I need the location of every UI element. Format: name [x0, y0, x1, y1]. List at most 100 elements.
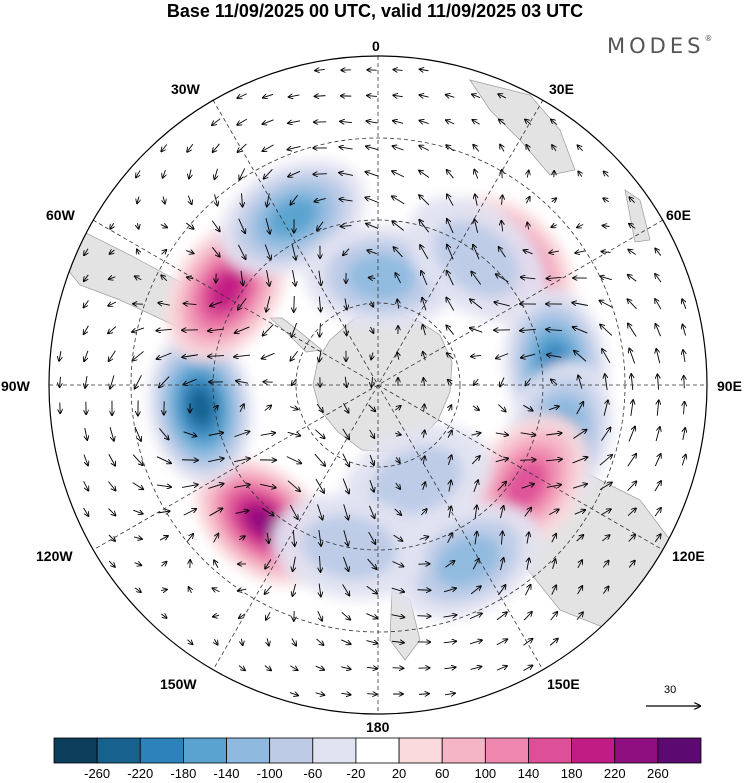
wind-arrow: [365, 197, 379, 204]
wind-arrow: [132, 454, 143, 466]
wind-arrow: [501, 221, 502, 232]
wind-arrow: [523, 250, 533, 254]
wind-arrow: [265, 585, 272, 594]
wind-arrow: [627, 508, 636, 517]
lon-label-90w: 90W: [1, 378, 30, 394]
wind-arrow: [292, 583, 295, 596]
wind-arrow: [287, 431, 301, 435]
wind-arrow: [342, 453, 349, 467]
map-disc: [49, 56, 707, 714]
wind-arrow: [366, 667, 377, 668]
wind-arrow: [156, 329, 172, 330]
wind-arrow: [264, 405, 271, 411]
wind-arrow: [603, 198, 610, 202]
wind-arrow: [260, 433, 276, 436]
wind-arrow: [293, 556, 296, 571]
wind-arrow: [472, 406, 479, 410]
lon-label-60e: 60E: [666, 207, 691, 223]
wind-arrow: [655, 427, 660, 442]
wind-arrow: [600, 276, 612, 279]
wind-arrow: [473, 480, 478, 493]
wind-arrow: [573, 430, 586, 439]
wind-arrow: [290, 351, 298, 360]
wind-arrow: [315, 69, 325, 70]
lon-label-120e: 120E: [672, 548, 705, 564]
wind-arrow: [289, 693, 298, 696]
wind-arrow: [317, 221, 324, 231]
wind-arrow: [549, 639, 558, 646]
wind-arrow: [160, 225, 167, 228]
wind-arrow: [161, 144, 168, 151]
wind-arrow: [447, 533, 453, 544]
wind-arrow: [470, 586, 481, 595]
wind-arrow: [471, 272, 482, 285]
wind-arrow: [546, 329, 563, 330]
wind-arrow: [495, 433, 508, 435]
wind-arrow: [237, 118, 248, 125]
wind-arrow: [547, 355, 562, 358]
wind-arrow: [208, 329, 224, 331]
wind-arrow: [341, 667, 350, 669]
wind-arrow: [421, 271, 428, 286]
wind-arrow: [473, 145, 480, 152]
wind-arrow: [684, 402, 685, 415]
wind-arrow: [238, 143, 247, 152]
wind-arrow: [288, 170, 301, 176]
wind-arrow: [319, 350, 321, 361]
wind-arrow: [605, 374, 607, 390]
wind-arrow: [369, 429, 375, 438]
wind-arrow: [157, 352, 172, 359]
wind-arrow: [215, 194, 218, 205]
wind-arrow: [366, 224, 379, 229]
wind-arrow: [443, 641, 457, 643]
colorbar-tick-label: -100: [256, 766, 283, 781]
colorbar-swatch: [312, 737, 357, 764]
wind-arrow: [629, 348, 636, 364]
wind-arrow: [315, 96, 326, 97]
wind-arrow: [183, 431, 197, 436]
wind-arrow: [551, 534, 556, 543]
wind-arrow: [682, 455, 685, 466]
wind-arrow: [213, 615, 220, 616]
wind-arrow: [472, 559, 479, 570]
wind-arrow: [420, 509, 426, 516]
wind-arrow: [161, 590, 167, 591]
wind-arrow: [655, 324, 661, 337]
colorbar-swatch: [398, 737, 443, 764]
wind-arrow: [521, 484, 534, 489]
anomaly-contour: [188, 387, 214, 426]
wind-arrow: [546, 433, 561, 435]
wind-arrow: [159, 428, 168, 439]
wind-arrow: [186, 534, 193, 543]
wind-arrow: [494, 302, 510, 307]
colorbar: [53, 737, 702, 764]
wind-arrow: [292, 270, 295, 286]
wind-arrow: [447, 170, 454, 179]
wind-arrow: [316, 638, 323, 645]
colorbar-swatch: [139, 737, 184, 764]
wind-arrow: [683, 350, 685, 363]
wind-arrow: [264, 168, 273, 178]
wind-arrow: [110, 222, 114, 229]
wind-arrow: [235, 326, 250, 333]
wind-arrow: [262, 352, 275, 358]
wind-arrow: [551, 379, 558, 385]
wind-arrow: [109, 350, 116, 361]
wind-arrow: [213, 143, 220, 152]
wind-arrow: [657, 374, 658, 390]
wind-arrow: [577, 560, 582, 569]
wind-arrow: [368, 531, 376, 544]
wind-arrow: [313, 174, 327, 175]
colorbar-tick-label: 140: [517, 766, 540, 781]
wind-arrow: [213, 534, 219, 543]
wind-arrow: [392, 146, 404, 151]
wind-arrow: [470, 299, 483, 310]
wind-arrow: [417, 590, 431, 591]
wind-arrow: [654, 454, 660, 467]
wind-arrow: [366, 585, 378, 593]
wind-arrow: [267, 532, 269, 543]
wind-arrow: [523, 665, 532, 671]
wind-arrow: [366, 121, 378, 123]
wind-arrow: [59, 351, 61, 361]
wind-arrow: [498, 94, 507, 98]
